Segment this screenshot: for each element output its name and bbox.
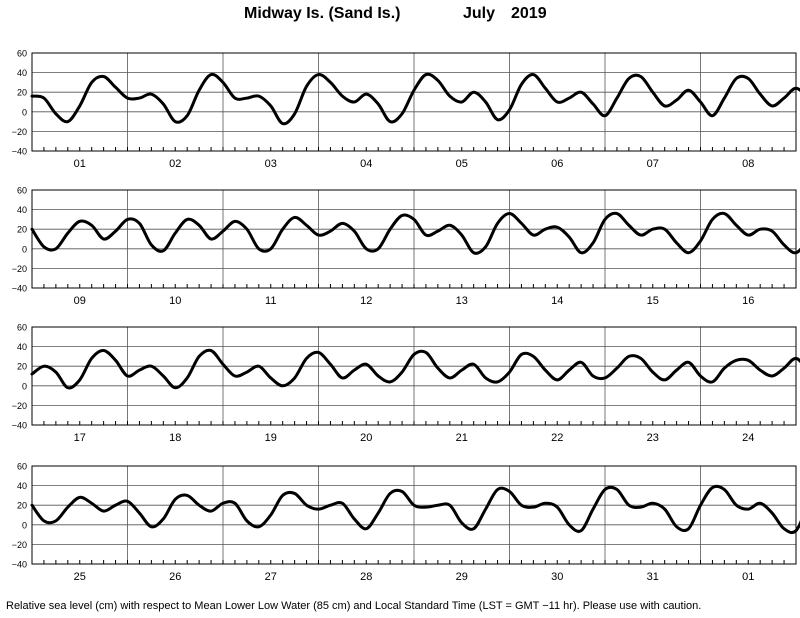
- day-label: 08: [742, 158, 754, 170]
- y-tick-label: 60: [17, 323, 27, 333]
- day-label: 12: [360, 295, 372, 307]
- day-label: 26: [169, 571, 181, 583]
- y-tick-label: 60: [17, 49, 27, 59]
- y-tick-label: 0: [22, 381, 27, 391]
- y-tick-label: 60: [17, 186, 27, 196]
- day-label: 24: [742, 432, 754, 444]
- y-tick-label: 20: [17, 501, 27, 511]
- y-tick-label: −20: [12, 540, 27, 550]
- day-label: 16: [742, 295, 754, 307]
- day-label: 05: [456, 158, 468, 170]
- y-tick-label: 0: [22, 244, 27, 254]
- y-tick-label: −20: [12, 127, 27, 137]
- y-tick-label: 40: [17, 342, 27, 352]
- day-label: 22: [551, 432, 563, 444]
- day-label: 07: [647, 158, 659, 170]
- panel-3: 60 40 20 0 −20 −40 17 18 19 20 21 22 23 24: [12, 323, 800, 444]
- y-tick-label: −40: [12, 284, 27, 294]
- sea-level-line: [30, 348, 800, 390]
- day-label: 30: [551, 571, 563, 583]
- day-label: 20: [360, 432, 372, 444]
- day-label: 15: [647, 295, 659, 307]
- y-tick-label: 20: [17, 88, 27, 98]
- day-label: 06: [551, 158, 563, 170]
- day-label: 01: [742, 571, 754, 583]
- day-label: 25: [74, 571, 86, 583]
- y-tick-label: 40: [17, 205, 27, 215]
- day-label: 09: [74, 295, 86, 307]
- y-tick-label: −40: [12, 421, 27, 431]
- sea-level-line: [30, 484, 800, 535]
- month-label: July: [463, 5, 496, 22]
- page-title: Midway Is. (Sand Is.) July 2019: [0, 5, 800, 27]
- day-label: 27: [265, 571, 277, 583]
- y-tick-label: −20: [12, 401, 27, 411]
- day-label: 28: [360, 571, 372, 583]
- day-label: 23: [647, 432, 659, 444]
- y-tick-label: 0: [22, 520, 27, 530]
- panel-1: 60 40 20 0 −20 −40 01 02 03 04 05 06 07 08: [12, 49, 800, 170]
- panel-frame: [31, 52, 797, 152]
- footer-note: Relative sea level (cm) with respect to …: [6, 600, 702, 612]
- day-label: 02: [169, 158, 181, 170]
- y-tick-label: −40: [12, 560, 27, 570]
- y-tick-label: −40: [12, 147, 27, 157]
- panel-frame: [31, 189, 797, 289]
- day-label: 11: [265, 295, 276, 307]
- sea-level-line: [30, 72, 800, 126]
- y-tick-label: −20: [12, 264, 27, 274]
- day-label: 18: [169, 432, 181, 444]
- year-label: 2019: [511, 5, 547, 22]
- day-label: 14: [551, 295, 563, 307]
- y-tick-label: 0: [22, 107, 27, 117]
- station-name: Midway Is. (Sand Is.): [244, 5, 401, 22]
- y-tick-label: 40: [17, 481, 27, 491]
- day-label: 19: [265, 432, 277, 444]
- day-label: 01: [74, 158, 86, 170]
- day-label: 21: [456, 432, 468, 444]
- panel-4: 60 40 20 0 −20 −40 25 26 27 28 29 30 31 01: [12, 462, 800, 583]
- sea-level-line: [30, 211, 800, 255]
- y-tick-label: 20: [17, 362, 27, 372]
- y-tick-label: 60: [17, 462, 27, 472]
- y-tick-label: 20: [17, 225, 27, 235]
- day-label: 10: [169, 295, 181, 307]
- y-tick-label: 40: [17, 68, 27, 78]
- day-label: 03: [265, 158, 277, 170]
- day-label: 31: [647, 571, 659, 583]
- day-label: 04: [360, 158, 372, 170]
- day-label: 29: [456, 571, 468, 583]
- panel-frame: [31, 465, 797, 565]
- panel-frame: [31, 326, 797, 426]
- day-label: 17: [74, 432, 86, 444]
- panel-2: 60 40 20 0 −20 −40 09 10 11 12 13 14 15 16: [12, 186, 800, 307]
- day-label: 13: [456, 295, 468, 307]
